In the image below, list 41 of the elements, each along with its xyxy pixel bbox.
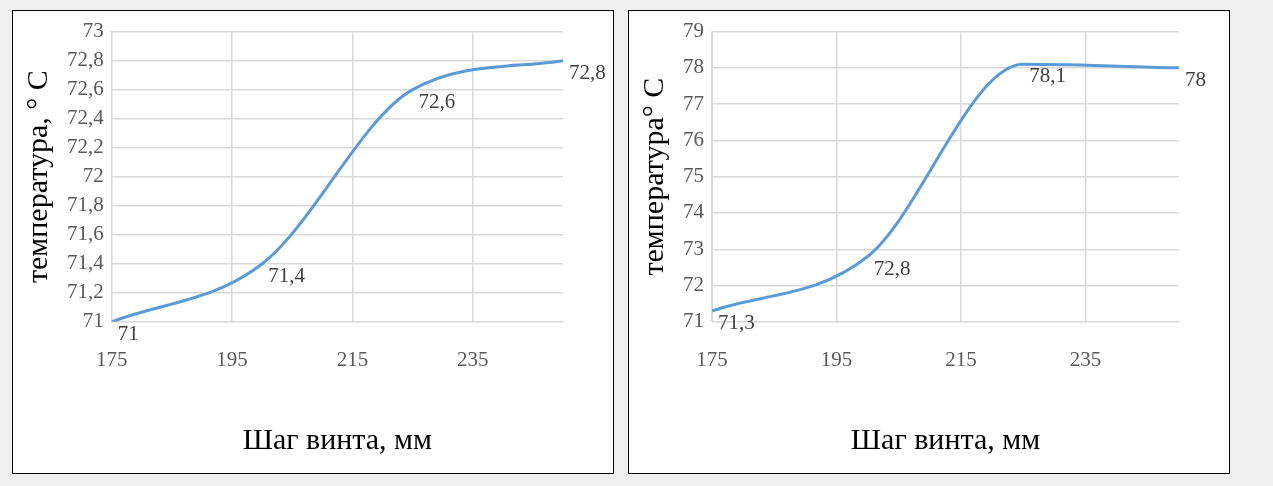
y-tick-label: 74 bbox=[683, 199, 705, 224]
y-tick-label: 79 bbox=[683, 18, 704, 43]
x-tick-label: 235 bbox=[1069, 346, 1102, 371]
x-tick-label: 195 bbox=[216, 346, 248, 371]
y-tick-label: 72,8 bbox=[67, 47, 104, 72]
x-axis-title: Шаг винта, мм bbox=[242, 421, 433, 455]
data-label: 71,4 bbox=[268, 262, 306, 287]
y-tick-label: 75 bbox=[683, 163, 704, 188]
data-label: 71 bbox=[117, 320, 139, 345]
data-label: 72,8 bbox=[873, 255, 911, 280]
x-tick-label: 175 bbox=[696, 346, 728, 371]
y-axis-title: температура, ° С bbox=[19, 70, 53, 284]
x-tick-label: 215 bbox=[336, 346, 369, 371]
y-tick-label: 77 bbox=[683, 90, 704, 115]
y-tick-label: 72 bbox=[683, 272, 704, 297]
x-tick-label: 195 bbox=[820, 346, 853, 371]
y-tick-label: 72,2 bbox=[67, 134, 104, 159]
y-tick-label: 73 bbox=[683, 235, 704, 260]
x-tick-label: 235 bbox=[457, 346, 489, 371]
data-label: 71,3 bbox=[718, 309, 755, 334]
y-tick-label: 71 bbox=[683, 308, 704, 333]
y-tick-label: 71,6 bbox=[67, 221, 104, 246]
x-tick-label: 215 bbox=[945, 346, 977, 371]
x-tick-label: 175 bbox=[96, 346, 128, 371]
data-label: 78,1 bbox=[1029, 63, 1067, 88]
y-tick-label: 72,6 bbox=[67, 76, 104, 101]
data-label: 78 bbox=[1185, 66, 1206, 91]
y-tick-label: 76 bbox=[683, 126, 704, 151]
y-tick-label: 71,2 bbox=[67, 279, 104, 304]
line-series bbox=[712, 62, 1179, 313]
y-tick-label: 78 bbox=[683, 54, 704, 79]
data-label: 72,8 bbox=[569, 59, 606, 84]
y-axis-title: температура° С bbox=[635, 77, 669, 276]
y-tick-label: 72 bbox=[82, 163, 104, 188]
y-tick-label: 71,4 bbox=[67, 250, 105, 275]
y-tick-label: 73 bbox=[82, 18, 104, 43]
y-tick-label: 71 bbox=[82, 308, 104, 333]
data-label: 72,6 bbox=[418, 88, 456, 113]
y-tick-label: 72,4 bbox=[67, 105, 105, 130]
y-tick-label: 71,8 bbox=[67, 192, 104, 217]
x-axis-title: Шаг винта, мм bbox=[850, 421, 1041, 455]
